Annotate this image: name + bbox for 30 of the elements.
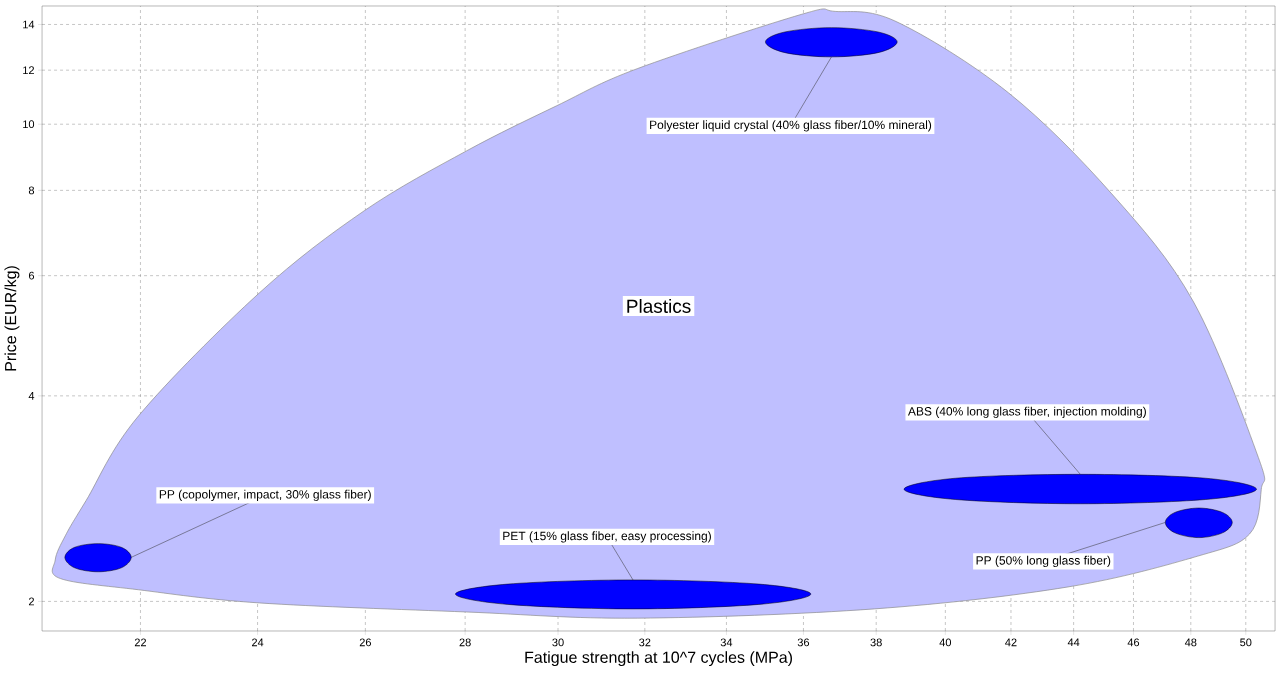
y-tick-label: 2: [28, 597, 34, 606]
y-tick-label: 4: [28, 392, 35, 400]
x-tick-label: 46: [1127, 638, 1140, 647]
annotation: Polyester liquid crystal (40% glass fiber/10% mineral): [650, 120, 932, 132]
x-tick-label: 50: [1240, 638, 1252, 647]
y-tick-label: 10: [23, 120, 35, 129]
y-axis-title: Price (EUR/kg): [4, 266, 20, 371]
x-tick-label: 48: [1184, 638, 1197, 647]
x-tick-label: 28: [459, 638, 471, 647]
annotation: PET (15% glass fiber, easy processing): [503, 531, 711, 543]
annotation: PP (copolymer, impact, 30% glass fiber): [159, 489, 371, 501]
x-tick-label: 40: [939, 638, 952, 647]
x-tick-label: 30: [552, 638, 564, 647]
x-tick-label: 32: [639, 638, 651, 647]
x-tick-label: 24: [252, 638, 264, 647]
y-tick-label: 14: [23, 20, 35, 29]
x-tick-label: 34: [720, 638, 733, 647]
y-tick-label: 12: [23, 66, 34, 75]
x-tick-label: 26: [359, 638, 371, 647]
y-tick-label: 6: [28, 271, 35, 280]
x-axis-title: Fatigue strength at 10^7 cycles (MPa): [525, 651, 792, 667]
x-tick-label: 38: [870, 638, 882, 647]
annotation: ABS (40% long glass fiber, injection molding): [907, 406, 1146, 418]
annotation: PP (50% long glass fiber): [976, 555, 1111, 568]
y-tick-label: 8: [28, 186, 35, 195]
x-tick-label: 44: [1067, 638, 1080, 647]
x-tick-label: 42: [1005, 638, 1017, 647]
x-tick-label: 36: [797, 638, 810, 647]
annotation: Plastics: [627, 299, 691, 313]
x-tick-label: 22: [134, 638, 147, 647]
